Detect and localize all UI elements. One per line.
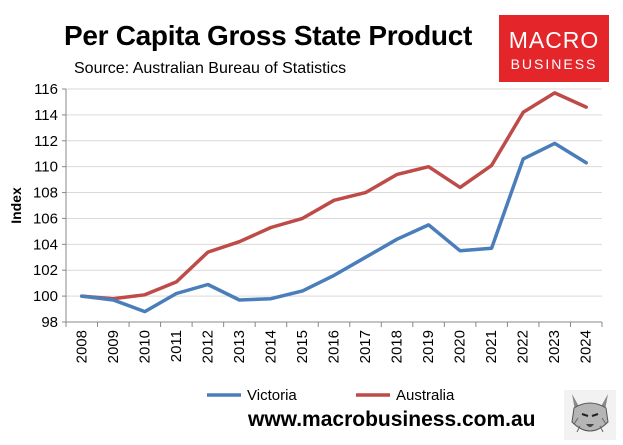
wolf-icon xyxy=(564,390,616,440)
x-tick-label-2020: 2020 xyxy=(452,330,469,363)
logo-line-1: MACRO xyxy=(508,27,600,53)
y-tick-label-106: 106 xyxy=(33,210,58,227)
x-tick-label-2008: 2008 xyxy=(73,330,90,363)
y-tick-label-114: 114 xyxy=(34,107,58,124)
y-tick-label-98: 98 xyxy=(41,314,58,331)
x-tick-label-2009: 2009 xyxy=(105,330,122,363)
x-tick-label-2011: 2011 xyxy=(168,330,185,362)
y-tick-label-110: 110 xyxy=(34,159,58,176)
y-axis-label: Index xyxy=(8,187,24,224)
x-tick-label-2022: 2022 xyxy=(515,330,532,363)
x-tick-label-2018: 2018 xyxy=(389,330,406,363)
x-tick-label-2015: 2015 xyxy=(294,330,311,363)
x-tick-label-2014: 2014 xyxy=(262,330,279,363)
x-tick-label-2023: 2023 xyxy=(546,330,563,363)
y-tick-label-102: 102 xyxy=(33,262,58,279)
x-tick-label-2016: 2016 xyxy=(326,330,343,363)
x-tick-label-2013: 2013 xyxy=(231,330,248,363)
x-tick-label-2017: 2017 xyxy=(357,330,374,363)
y-tick-label-108: 108 xyxy=(33,185,58,202)
x-tick-label-2019: 2019 xyxy=(420,330,437,363)
legend-label-victoria: Victoria xyxy=(247,387,297,404)
x-tick-label-2021: 2021 xyxy=(483,330,500,363)
y-tick-label-112: 112 xyxy=(34,133,58,150)
y-tick-label-116: 116 xyxy=(34,81,58,98)
logo-line-2: BUSINESS xyxy=(510,56,598,72)
y-tick-label-104: 104 xyxy=(33,236,58,253)
legend-label-australia: Australia xyxy=(396,387,455,404)
source-subtitle: Source: Australian Bureau of Statistics xyxy=(74,60,347,77)
x-tick-label-2024: 2024 xyxy=(578,330,595,363)
macro-business-logo: MACRO BUSINESS xyxy=(499,15,609,82)
series-line-australia xyxy=(80,91,588,301)
x-tick-label-2012: 2012 xyxy=(199,330,216,363)
series-line-victoria xyxy=(80,141,588,314)
x-tick-label-2010: 2010 xyxy=(136,330,153,363)
y-tick-label-100: 100 xyxy=(33,288,58,305)
page-title: Per Capita Gross State Product xyxy=(64,20,473,51)
footer-url: www.macrobusiness.com.au xyxy=(248,408,536,431)
